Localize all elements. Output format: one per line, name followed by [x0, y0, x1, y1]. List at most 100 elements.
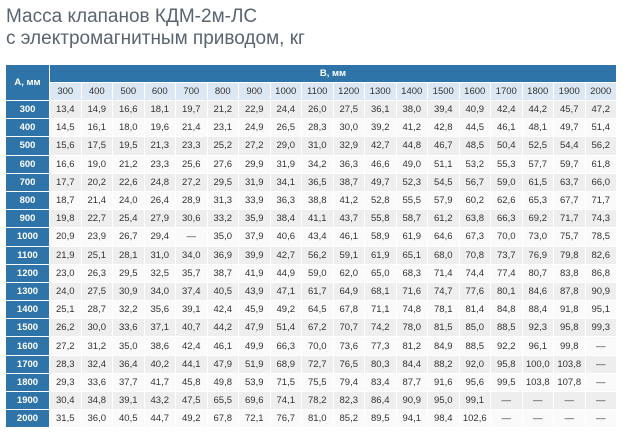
cell: 49,9	[238, 336, 271, 356]
cell: —	[490, 390, 523, 411]
cell: 78,0	[395, 318, 428, 338]
cell: 52,3	[395, 172, 428, 192]
cell: 39,1	[112, 390, 145, 411]
cell: 67,7	[553, 190, 586, 211]
cell: 83,8	[553, 263, 586, 283]
cell: 76,7	[269, 409, 302, 429]
cell: 99,1	[458, 390, 491, 411]
cell: 46,1	[332, 227, 365, 247]
cell: —	[553, 409, 586, 429]
cell: 37,4	[175, 281, 208, 302]
cell: 47,5	[175, 390, 208, 411]
table-row: 900 19,8 22,7 25,4 27,9 30,6 33,2 35,9 38,4 41,1 4…	[5, 209, 617, 229]
column-header: 1800	[521, 82, 554, 101]
cell: 57,9	[427, 190, 460, 211]
cell: 28,3	[301, 118, 334, 138]
cell: 71,5	[269, 372, 302, 393]
cell: 69,6	[238, 390, 271, 411]
cell: 77,3	[364, 336, 397, 356]
cell: 33,2	[206, 209, 239, 229]
cell: 67,8	[206, 409, 239, 429]
cell: 36,1	[364, 99, 397, 120]
cell: 53,9	[238, 372, 271, 393]
cell: 22,9	[238, 99, 271, 120]
cell: —	[584, 372, 617, 393]
cell: 56,2	[301, 245, 334, 265]
cell: 39,4	[427, 99, 460, 120]
cell: 22,6	[112, 172, 145, 192]
cell: 38,8	[301, 190, 334, 211]
cell: 23,3	[175, 136, 208, 156]
cell: 58,9	[364, 227, 397, 247]
cell: 31,9	[238, 172, 271, 192]
cell: 44,1	[175, 354, 208, 374]
cell: 44,7	[143, 409, 176, 429]
row-header: 1800	[5, 372, 50, 393]
cell: 68,1	[364, 281, 397, 302]
cell: 46,1	[206, 336, 239, 356]
cell: 19,5	[112, 136, 145, 156]
column-header: 1100	[301, 82, 334, 101]
cell: 31,9	[269, 154, 302, 174]
cell: 38,6	[143, 336, 176, 356]
cell: 39,1	[175, 300, 208, 320]
cell: 64,5	[301, 300, 334, 320]
column-header: 1900	[553, 82, 586, 101]
cell: 21,2	[206, 99, 239, 120]
cell: 73,0	[521, 227, 554, 247]
cell: 91,8	[553, 300, 586, 320]
cell: 71,4	[427, 263, 460, 283]
cell: 37,1	[143, 318, 176, 338]
cell: 19,6	[143, 118, 176, 138]
cell: 41,7	[143, 372, 176, 393]
cell: 65,3	[521, 190, 554, 211]
cell: 66,3	[269, 336, 302, 356]
cell: 27,5	[80, 281, 113, 302]
cell: 44,2	[521, 99, 554, 120]
cell: 82,6	[584, 245, 617, 265]
cell: 43,4	[301, 227, 334, 247]
cell: 85,0	[458, 318, 491, 338]
table-row: 700 17,7 20,2 22,6 24,8 27,2 29,5 31,9 34,1 36,5 3…	[5, 172, 617, 192]
column-header: 300	[49, 82, 82, 101]
cell: 71,7	[584, 190, 617, 211]
cell: 55,5	[395, 190, 428, 211]
cell: 45,8	[175, 372, 208, 393]
cell: 29,3	[49, 372, 82, 393]
cell: —	[553, 390, 586, 411]
cell: 25,2	[206, 136, 239, 156]
column-header: 800	[206, 82, 239, 101]
cell: 28,9	[175, 190, 208, 211]
cell: 45,9	[238, 300, 271, 320]
cell: 41,2	[395, 118, 428, 138]
cell: 36,4	[112, 354, 145, 374]
row-header: 1700	[5, 354, 50, 374]
cell: 40,5	[112, 409, 145, 429]
cell: 16,6	[49, 154, 82, 174]
column-header: 400	[80, 82, 113, 101]
row-header: 800	[5, 190, 50, 211]
column-header: 1500	[427, 82, 460, 101]
cell: 107,8	[553, 372, 586, 393]
cell: 20,2	[80, 172, 113, 192]
cell: 96,1	[521, 336, 554, 356]
cell: 40,2	[143, 354, 176, 374]
cell: 31,3	[206, 190, 239, 211]
cell: 78,5	[584, 227, 617, 247]
cell: 40,7	[175, 318, 208, 338]
cell: 31,0	[301, 136, 334, 156]
cell: 68,3	[395, 263, 428, 283]
cell: 44,2	[206, 318, 239, 338]
cell: 64,9	[332, 281, 365, 302]
column-header: 1700	[490, 82, 523, 101]
cell: 18,7	[49, 190, 82, 211]
row-header: 700	[5, 172, 50, 192]
cell: 21,9	[49, 245, 82, 265]
cell: 55,8	[364, 209, 397, 229]
table-row: 1400 25,1 28,7 32,2 35,6 39,1 42,4 45,9 49,2 64,5…	[5, 300, 617, 320]
cell: 94,1	[395, 409, 428, 429]
cell: 81,2	[395, 336, 428, 356]
cell: 27,2	[175, 172, 208, 192]
cell: 27,2	[238, 136, 271, 156]
cell: 61,2	[427, 209, 460, 229]
